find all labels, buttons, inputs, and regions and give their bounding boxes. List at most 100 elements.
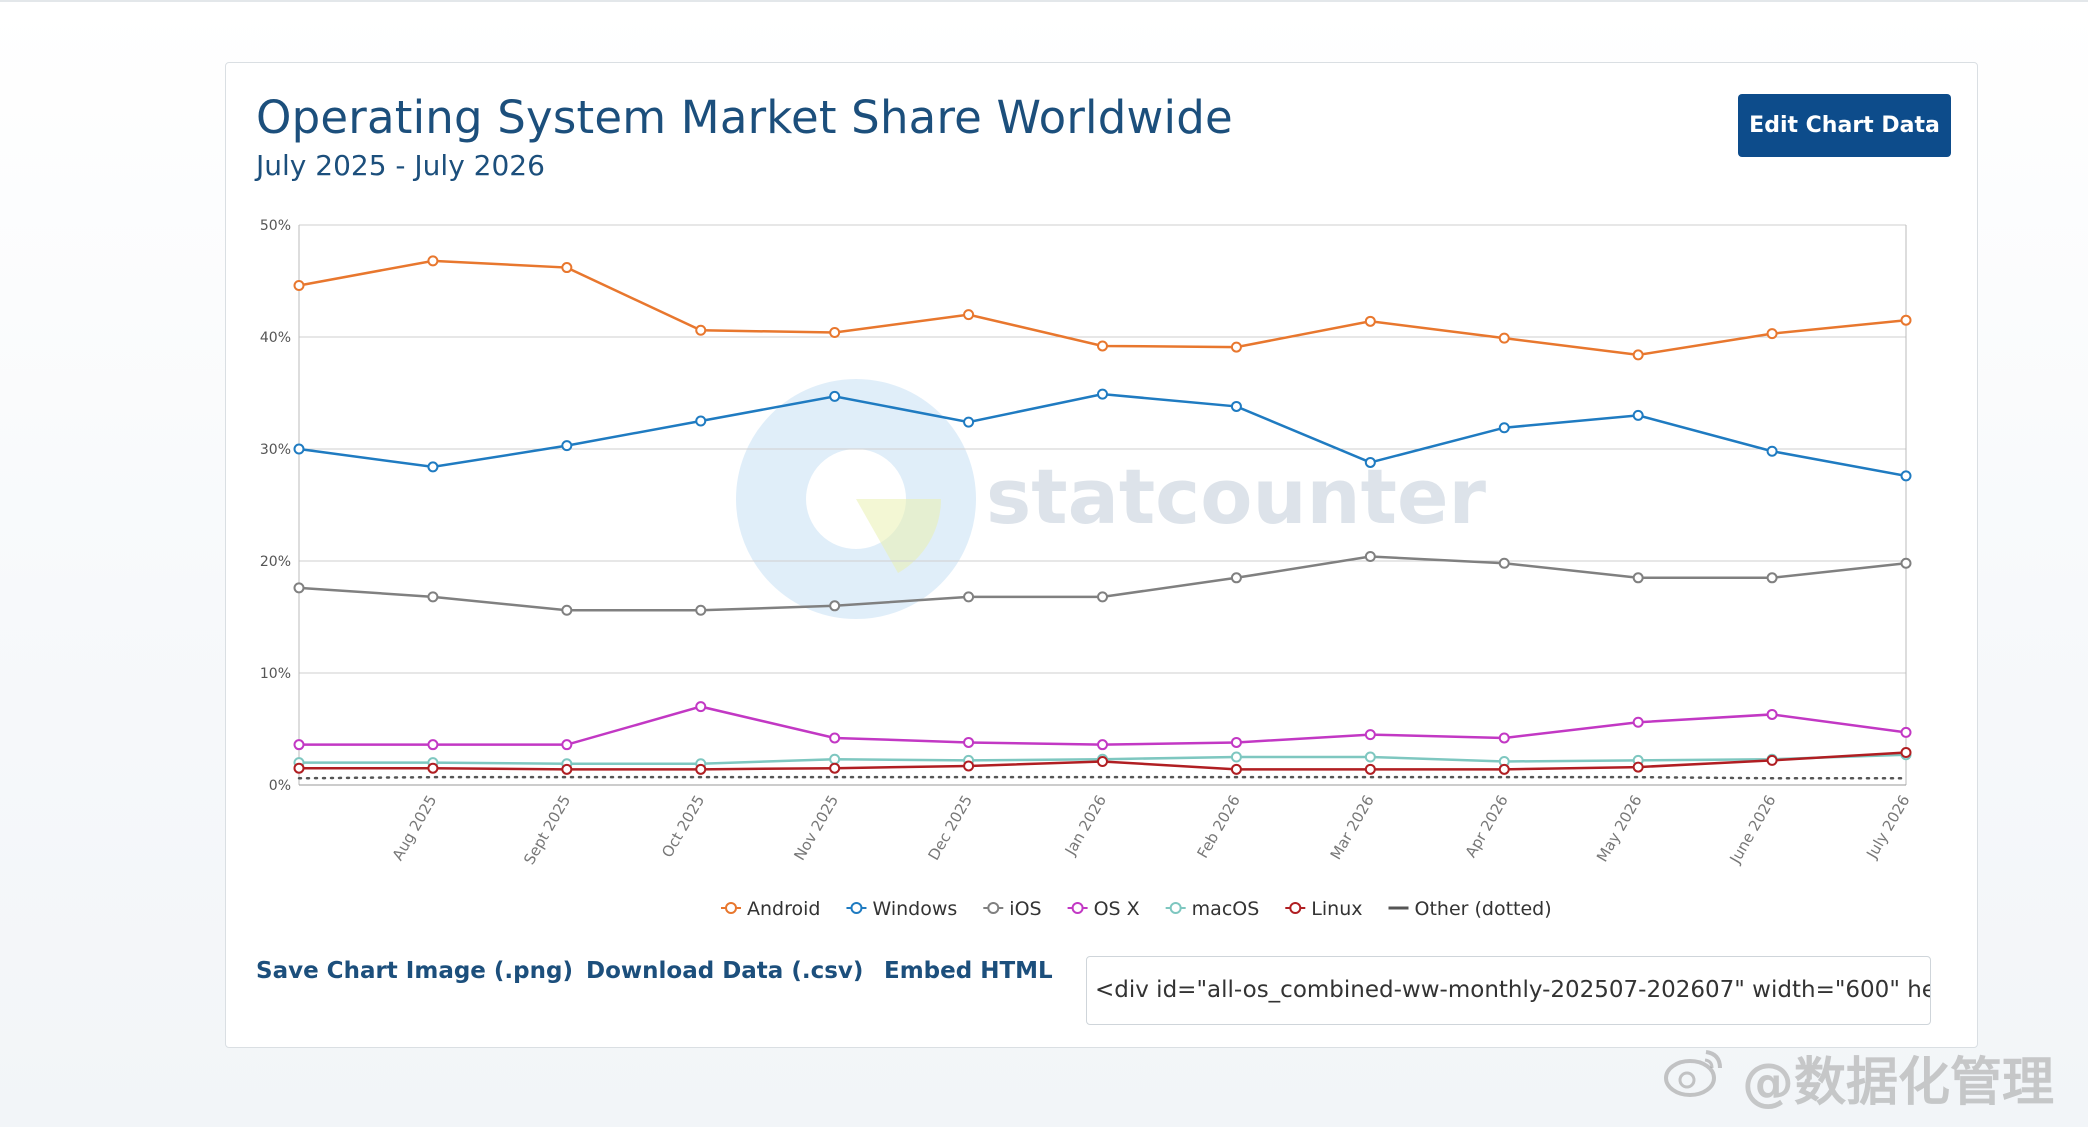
data-point (293, 762, 305, 774)
y-tick-label: 20% (260, 554, 291, 570)
embed-code-field[interactable]: <div id="all-os_combined-ww-monthly-2025… (1086, 956, 1931, 1025)
legend-item[interactable]: macOS (1165, 898, 1260, 920)
data-point (963, 736, 975, 748)
data-point (293, 582, 305, 594)
x-tick-label: June 2026 (1726, 792, 1780, 867)
x-tick-label: Dec 2025 (924, 792, 976, 863)
data-point (1230, 736, 1242, 748)
series-line (297, 775, 1908, 780)
legend-label: Linux (1311, 898, 1362, 920)
statcounter-logo: statcounter (736, 379, 1487, 619)
x-tick-label: Apr 2026 (1462, 792, 1512, 861)
data-point (695, 701, 707, 713)
data-point (829, 327, 841, 339)
legend-label: iOS (1009, 898, 1041, 920)
data-point (427, 762, 439, 774)
x-tick-label: Sept 2025 (520, 792, 574, 868)
x-tick-label: Jan 2026 (1061, 792, 1110, 859)
data-point (963, 591, 975, 603)
data-point (1498, 422, 1510, 434)
embed-html-link[interactable]: Embed HTML (884, 958, 1053, 984)
download-data-link[interactable]: Download Data (.csv) (586, 958, 864, 984)
data-point (1900, 726, 1912, 738)
series-ios (293, 551, 1912, 616)
data-point (1632, 716, 1644, 728)
data-point (1766, 572, 1778, 584)
legend-marker (850, 902, 863, 914)
data-point (695, 415, 707, 427)
legend-item[interactable]: Android (721, 898, 820, 920)
data-point (293, 279, 305, 291)
chart-series (293, 255, 1912, 780)
data-point (1230, 763, 1242, 775)
data-point (829, 762, 841, 774)
data-point (1364, 315, 1376, 327)
legend-marker (725, 902, 737, 914)
data-point (1097, 755, 1108, 767)
data-point (1900, 747, 1912, 759)
save-chart-image-link[interactable]: Save Chart Image (.png) (256, 958, 573, 984)
data-point (963, 309, 975, 321)
data-point (1097, 591, 1108, 603)
y-tick-label: 40% (260, 330, 291, 346)
data-point (1766, 328, 1778, 340)
edit-chart-data-button[interactable]: Edit Chart Data (1738, 94, 1951, 157)
data-point (293, 443, 305, 455)
legend-item[interactable]: Windows (846, 898, 957, 920)
data-point (695, 763, 707, 775)
series-windows (293, 388, 1912, 482)
data-point (1632, 572, 1644, 584)
data-point (1097, 739, 1108, 751)
series-os-x (293, 701, 1912, 751)
data-point (1766, 445, 1778, 457)
legend-item[interactable]: Other (dotted) (1388, 898, 1552, 920)
series-line (299, 705, 1907, 746)
x-tick-label: July 2026 (1862, 792, 1913, 862)
top-divider (0, 0, 2088, 2)
data-point (1498, 732, 1510, 744)
data-point (1230, 400, 1242, 412)
data-point (427, 591, 439, 603)
data-point (963, 416, 975, 428)
x-tick-label: Mar 2026 (1327, 792, 1378, 863)
data-point (293, 739, 305, 751)
x-tick-label: Aug 2025 (389, 792, 441, 864)
y-tick-label: 30% (260, 442, 291, 458)
legend-item[interactable]: Linux (1285, 898, 1363, 920)
data-point (1766, 708, 1778, 720)
data-point (1230, 751, 1242, 763)
y-tick-label: 0% (269, 778, 291, 794)
data-point (1097, 388, 1108, 400)
data-point (1766, 754, 1778, 766)
legend-item[interactable]: OS X (1067, 898, 1140, 920)
legend-label: Android (747, 898, 820, 920)
data-point (695, 604, 707, 616)
series-other-dotted- (297, 775, 1908, 780)
data-point (561, 440, 573, 452)
y-tick-label: 10% (260, 666, 291, 682)
data-point (1230, 572, 1242, 584)
legend-item[interactable]: iOS (983, 898, 1042, 920)
data-point (561, 739, 573, 751)
data-point (1632, 761, 1644, 773)
series-linux (293, 747, 1912, 775)
y-tick-label: 50% (260, 218, 291, 234)
data-point (1364, 729, 1376, 741)
data-point (1097, 340, 1108, 352)
data-point (1230, 341, 1242, 353)
data-point (1498, 763, 1510, 775)
logo-text: statcounter (986, 452, 1487, 541)
x-tick-label: May 2026 (1593, 792, 1646, 865)
data-point (1632, 409, 1644, 421)
legend-marker (1289, 902, 1302, 914)
data-point (695, 324, 707, 336)
x-axis-ticks: Aug 2025 Sept 2025 Oct 2025 Nov 2025 Dec 202… (389, 792, 1914, 868)
data-point (427, 461, 439, 473)
data-point (1364, 763, 1376, 775)
data-point (427, 739, 439, 751)
x-tick-label: Oct 2025 (658, 792, 708, 861)
legend-label: Other (dotted) (1415, 898, 1552, 920)
data-point (1900, 314, 1912, 326)
legend-marker (987, 902, 1000, 914)
data-point (829, 390, 841, 402)
